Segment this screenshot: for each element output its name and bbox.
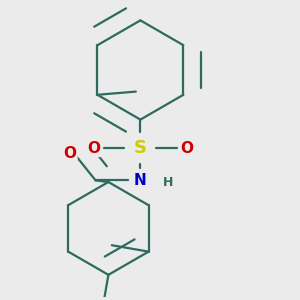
Text: O: O bbox=[180, 141, 193, 156]
Text: N: N bbox=[134, 173, 147, 188]
Text: S: S bbox=[134, 140, 147, 158]
Text: O: O bbox=[88, 141, 100, 156]
Text: O: O bbox=[64, 146, 76, 161]
Text: H: H bbox=[162, 176, 173, 188]
